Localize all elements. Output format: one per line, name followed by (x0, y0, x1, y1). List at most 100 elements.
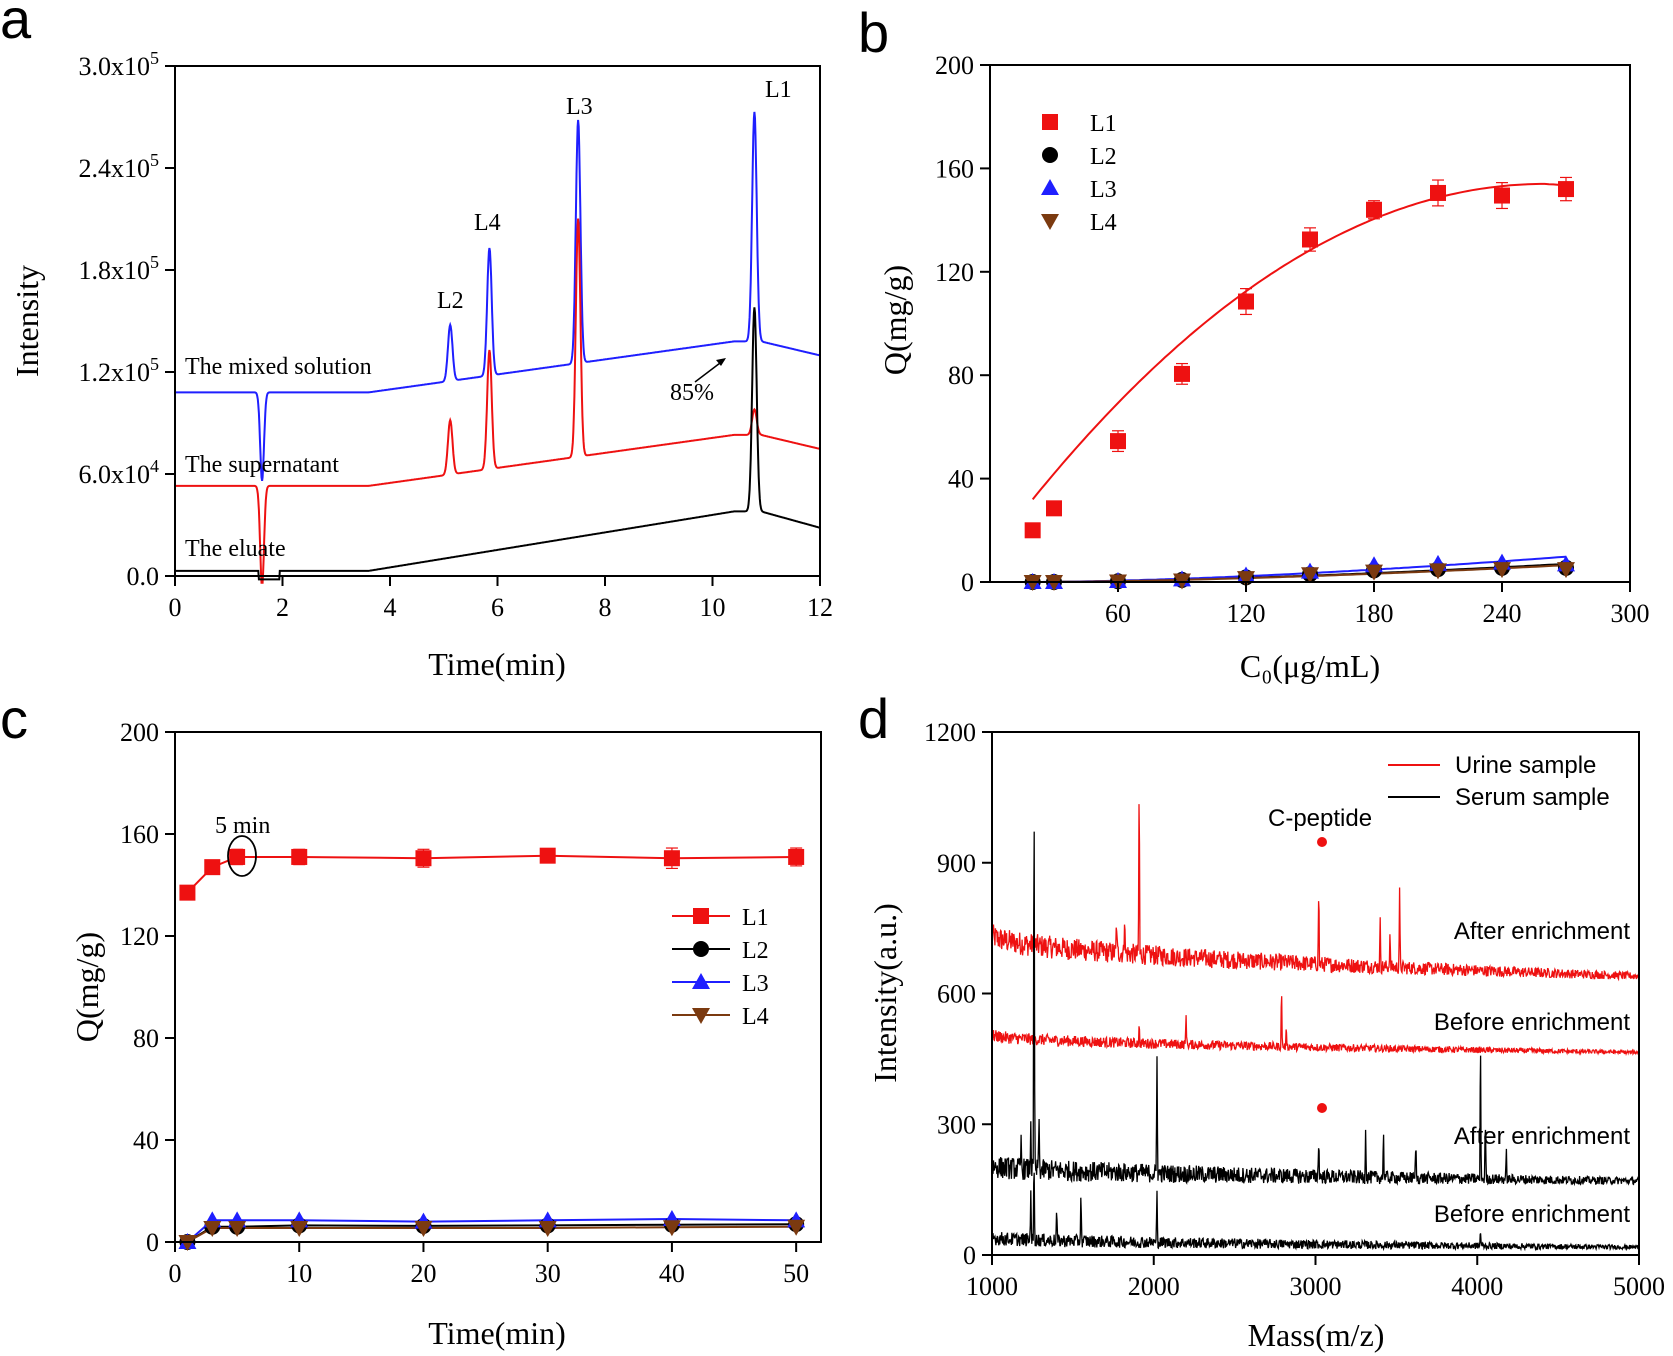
panel-c-legend-marker (692, 1008, 710, 1024)
panel-d-y-tick-label: 1200 (924, 718, 976, 747)
panel-d-x-tick-label: 3000 (1290, 1272, 1342, 1301)
panel-c-point (179, 884, 196, 901)
panel-b-point (1558, 181, 1574, 198)
panel-d-y-title: Intensity(a.u.) (867, 903, 903, 1083)
panel-a-x-tick-label: 0 (169, 593, 182, 622)
panel-c-point (538, 1220, 557, 1237)
panel-c-legend-label: L3 (742, 971, 769, 997)
panel-c-point (415, 850, 432, 867)
panel-b-x-tick-label: 300 (1611, 599, 1650, 628)
panel-d-label-urine-after: After enrichment (1454, 918, 1630, 945)
panel-c-legend: L1 L2 L3 L4 (672, 905, 769, 1030)
panel-letter-b: b (858, 1, 889, 64)
panel-b-point (1024, 522, 1041, 539)
panel-b-legend-marker (1042, 147, 1058, 163)
panel-d-chart: 1000 2000 3000 4000 5000 0 300 600 900 1200 Mass(… (867, 718, 1665, 1353)
panel-c-point (787, 1219, 806, 1236)
panel-c-legend-label: L2 (742, 938, 769, 964)
panel-d-spectrum-line (991, 804, 1640, 982)
panel-c-y-tick-label: 80 (133, 1024, 159, 1053)
panel-b-point (1365, 564, 1383, 581)
panel-c-x-tick-label: 10 (286, 1259, 312, 1288)
panel-a-y-tick-label: 0.0 (127, 562, 160, 591)
panel-c-y-tick-label: 160 (120, 820, 159, 849)
panel-c-frame (174, 731, 822, 1243)
panel-c-point (663, 850, 680, 867)
panel-d-spectrum-line (991, 996, 1639, 1057)
panel-c-legend-marker (693, 941, 709, 957)
panel-letter-d: d (858, 687, 889, 750)
panel-c-legend-marker (692, 973, 710, 989)
panel-c-x-tick-label: 20 (410, 1259, 436, 1288)
panel-b-legend-marker (1041, 214, 1059, 230)
panel-c-y-tick-label: 120 (120, 922, 159, 951)
panel-a-series-line (175, 307, 821, 581)
panel-b-point (1301, 567, 1319, 584)
panel-a-x-tick-label: 2 (276, 593, 289, 622)
panel-b-legend-marker (1041, 179, 1059, 195)
panel-c-x-tick-label: 50 (783, 1259, 809, 1288)
panel-d-y-tick-label: 900 (937, 849, 976, 878)
panel-b-point (1238, 293, 1254, 310)
panel-d-legend-urine: Urine sample (1455, 752, 1596, 779)
panel-a-x-tick-label: 10 (700, 593, 726, 622)
panel-b-point (1493, 562, 1511, 579)
panel-b-point (1366, 201, 1382, 218)
panel-c-x-tick-label: 0 (169, 1259, 182, 1288)
panel-a-y-tick-label: 3.0x105 (79, 48, 160, 81)
panel-c-legend-marker (693, 908, 709, 924)
panel-a-y-tick-label: 1.8x105 (79, 252, 160, 285)
panel-c-legend-label: L1 (742, 905, 769, 931)
panel-c-y-tick-label: 0 (146, 1228, 159, 1257)
panel-c-point (291, 848, 308, 865)
panel-c-y-title: Q(mg/g) (69, 932, 105, 1042)
panel-b-y-title: Q(mg/g) (877, 265, 913, 375)
panel-d-cpeptide-marker-serum (1317, 1103, 1327, 1113)
panel-d-cpeptide-marker-urine (1317, 837, 1327, 847)
panel-d-y-tick-label: 300 (937, 1110, 976, 1139)
panel-c-x-tick-label: 40 (659, 1259, 685, 1288)
panel-a-y-tick-label: 1.2x105 (79, 354, 160, 387)
panel-b-fit-line (1031, 182, 1567, 501)
panel-b-x-tick-label: 240 (1483, 599, 1522, 628)
panel-d-label-serum-before: Before enrichment (1434, 1201, 1630, 1228)
panel-a-series-line (175, 111, 821, 481)
panel-b-point (1557, 562, 1575, 579)
panel-a-frame (174, 65, 821, 577)
panel-b-legend: L1 L2 L3 L4 (1041, 111, 1117, 236)
panel-b-point (1110, 433, 1126, 450)
panel-a-series-label-eluate: The eluate (185, 536, 286, 562)
panel-letter-c: c (0, 687, 28, 750)
panel-c-point (788, 848, 805, 865)
panel-c-series-line (186, 1225, 797, 1243)
panel-c-point (539, 847, 556, 864)
panel-b-y-tick-label: 40 (948, 465, 974, 494)
panel-b-y-tick-label: 80 (948, 361, 974, 390)
panel-b-point (1046, 500, 1062, 517)
panel-b-x-tick-label: 60 (1105, 599, 1131, 628)
panel-c-legend-label: L4 (742, 1004, 769, 1030)
panel-a-peak-L1: L1 (765, 77, 792, 103)
panel-c-point (228, 1220, 247, 1237)
panel-c-5min-label: 5 min (215, 813, 270, 839)
panel-a-series-label-mixed: The mixed solution (185, 354, 372, 380)
panel-d-x-title: Mass(m/z) (1248, 1317, 1385, 1353)
panel-d-x-tick-label: 5000 (1613, 1272, 1665, 1301)
panel-a-x-tick-label: 12 (807, 593, 833, 622)
panel-b-x-tick-label: 120 (1227, 599, 1266, 628)
panel-b-point (1237, 571, 1255, 588)
panel-d-label-urine-before: Before enrichment (1434, 1009, 1630, 1036)
panel-d-label-serum-after: After enrichment (1454, 1123, 1630, 1150)
panel-a-y-tick-label: 6.0x104 (79, 456, 160, 489)
panel-a-series-line (175, 218, 821, 584)
panel-c-point (662, 1220, 681, 1237)
panel-d-y-tick-label: 600 (937, 980, 976, 1009)
panel-b-y-tick-label: 0 (961, 568, 974, 597)
panel-b-point (1494, 187, 1510, 204)
panel-a-x-title: Time(min) (428, 646, 566, 682)
panel-a-85pct-arrowhead (716, 358, 726, 366)
panel-b-legend-label: L1 (1090, 111, 1117, 137)
panel-b-y-tick-label: 160 (935, 154, 974, 183)
panel-b-point (1429, 563, 1447, 580)
